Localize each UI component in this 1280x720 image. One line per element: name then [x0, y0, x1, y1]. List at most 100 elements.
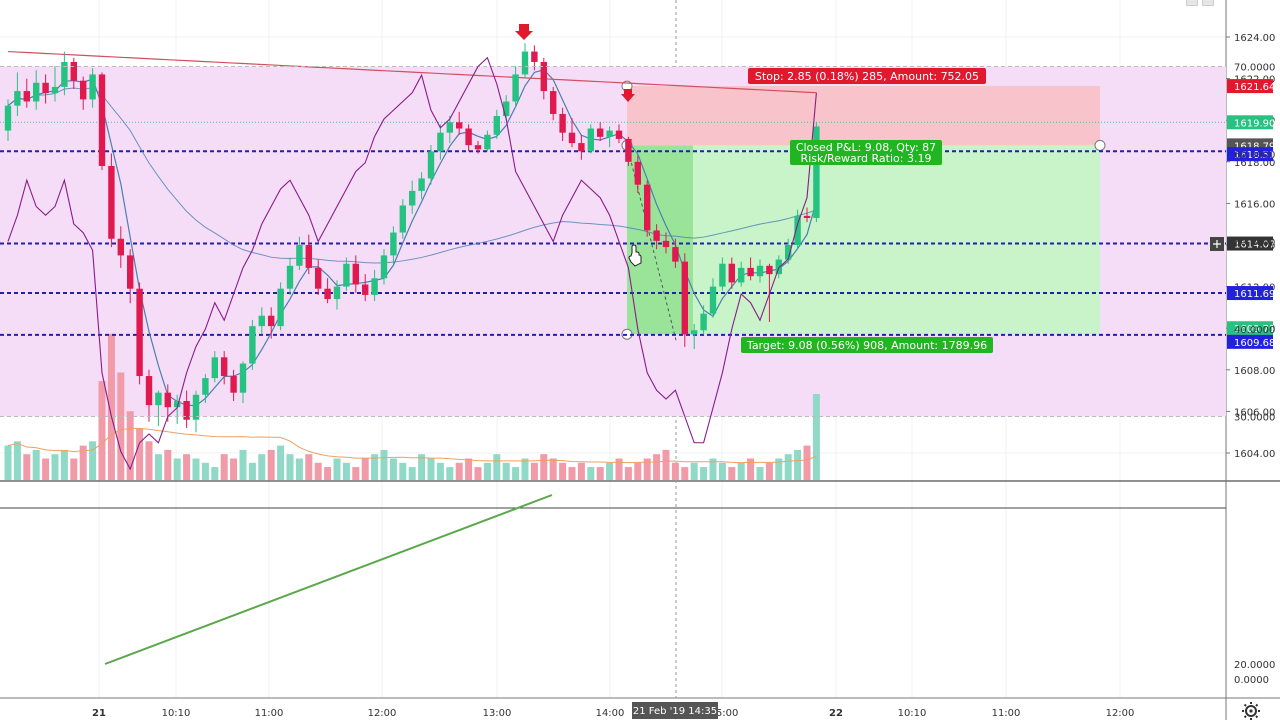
- volume-bar: [361, 458, 369, 480]
- candle: [98, 72, 106, 171]
- candle: [465, 124, 472, 152]
- rsi-line: [7, 56, 817, 471]
- candle: [183, 390, 190, 429]
- stop-zone: [627, 86, 1100, 146]
- volume-bar: [51, 454, 59, 480]
- window-controls[interactable]: [1186, 0, 1214, 6]
- price-tick-label: 1624.00: [1234, 33, 1275, 44]
- candle: [446, 116, 453, 144]
- candle: [662, 232, 670, 254]
- volume-bar: [286, 454, 294, 480]
- volume-bar: [342, 462, 350, 480]
- volume-bar: [230, 458, 238, 480]
- target-banner: Target: 9.08 (0.56%) 908, Amount: 1789.9…: [741, 337, 993, 353]
- volume-bar: [690, 462, 698, 480]
- candle: [221, 351, 228, 385]
- time-tick-label: 15:00: [710, 708, 739, 719]
- candle: [108, 153, 115, 248]
- candle: [540, 57, 547, 100]
- rsi-trendline[interactable]: [104, 494, 553, 665]
- volume-bar: [436, 462, 444, 480]
- position-overlays[interactable]: Stop: 2.85 (0.18%) 285, Amount: 752.05 C…: [515, 24, 993, 353]
- gear-icon[interactable]: [1242, 702, 1260, 720]
- candle: [672, 238, 679, 268]
- volume-bar: [512, 467, 520, 480]
- price-tick-label: 1618.00: [1234, 158, 1275, 169]
- volume-bar: [587, 467, 595, 480]
- volume-bar: [258, 454, 266, 480]
- volume-bar: [408, 467, 416, 480]
- volume-bar: [624, 467, 632, 480]
- candle: [51, 66, 59, 102]
- volume-bar: [136, 428, 144, 480]
- pnl-banner-bg: [790, 140, 942, 165]
- candle: [174, 394, 181, 424]
- horizontal-lines[interactable]: [0, 121, 1226, 336]
- price-label-text: 1614.07: [1234, 240, 1275, 251]
- price-label-text: 1609.68: [1234, 338, 1275, 349]
- price-tick-label: 1606.00: [1234, 407, 1275, 418]
- volume-bar: [681, 467, 689, 480]
- candle: [343, 257, 350, 291]
- rsi-tick-label: 40.0000: [1234, 325, 1275, 336]
- candle: [409, 180, 416, 214]
- price-axis[interactable]: 1624.001622.001620.001618.001616.001614.…: [1226, 33, 1275, 686]
- time-tick-label: 13:00: [483, 708, 512, 719]
- volume-bar: [615, 458, 623, 480]
- candle: [268, 307, 275, 339]
- volume-bar: [455, 462, 463, 480]
- volume-bar: [117, 372, 125, 480]
- volume-bar: [305, 454, 313, 480]
- minimize-icon[interactable]: [1202, 0, 1214, 6]
- candle: [437, 124, 444, 160]
- volume-bar: [521, 458, 529, 480]
- candle: [380, 249, 388, 285]
- candle: [615, 124, 623, 144]
- volume-bar: [493, 454, 501, 480]
- stop-label: Stop: 2.85 (0.18%) 285, Amount: 752.05: [755, 70, 979, 83]
- volume-bar: [671, 462, 679, 480]
- rsi-tick-label: 0.0000: [1234, 675, 1269, 686]
- candlestick-series: [4, 43, 820, 433]
- candle: [286, 257, 294, 295]
- candle: [192, 390, 200, 433]
- pnl-line-1: Closed P&L: 9.08, Qty: 87: [796, 141, 936, 154]
- candle: [756, 259, 764, 283]
- candle: [249, 319, 256, 370]
- volume-bar: [737, 462, 745, 480]
- volume-bar: [812, 394, 820, 480]
- rsi-tick-label: 30.0000: [1234, 413, 1275, 424]
- volume-bar: [662, 449, 670, 480]
- volume-bar: [239, 449, 247, 480]
- time-axis[interactable]: 21 10:10 11:00 12:00 13:00 14:00 22 10:10 11:00 1…: [92, 708, 1134, 719]
- volume-bar: [23, 454, 31, 480]
- position-handle[interactable]: [1094, 139, 1106, 151]
- pnl-line-2: Risk/Reward Ratio: 3.19: [801, 152, 932, 165]
- time-tick-label: 14:00: [596, 708, 625, 719]
- volume-bar: [775, 458, 783, 480]
- candle: [512, 66, 519, 108]
- candle: [813, 122, 820, 223]
- candle: [230, 369, 237, 401]
- candle: [578, 134, 585, 160]
- price-label-tag: 1621.64: [1227, 79, 1275, 94]
- volume-bar: [32, 449, 40, 480]
- price-label-text: 1611.69: [1234, 289, 1275, 300]
- price-label-text: 1618.79: [1234, 141, 1275, 152]
- sell-marker-down-arrow-icon: [515, 24, 533, 40]
- crosshair-time-bg: [632, 702, 718, 719]
- volume-bar: [559, 462, 567, 480]
- volume-bar: [784, 454, 792, 480]
- maximize-icon[interactable]: [1186, 0, 1198, 6]
- price-label-text: 1621.64: [1234, 82, 1275, 93]
- price-label-tag: 1609.68: [1227, 334, 1275, 349]
- candle: [80, 76, 87, 110]
- target-banner-bg: [741, 337, 993, 353]
- volume-bar: [389, 458, 397, 480]
- candle: [568, 118, 576, 148]
- price-label-text: 1609.71: [1234, 324, 1275, 335]
- time-tick-label: 10:10: [898, 708, 927, 719]
- volume-ma-line: [7, 427, 817, 464]
- candle: [738, 261, 745, 287]
